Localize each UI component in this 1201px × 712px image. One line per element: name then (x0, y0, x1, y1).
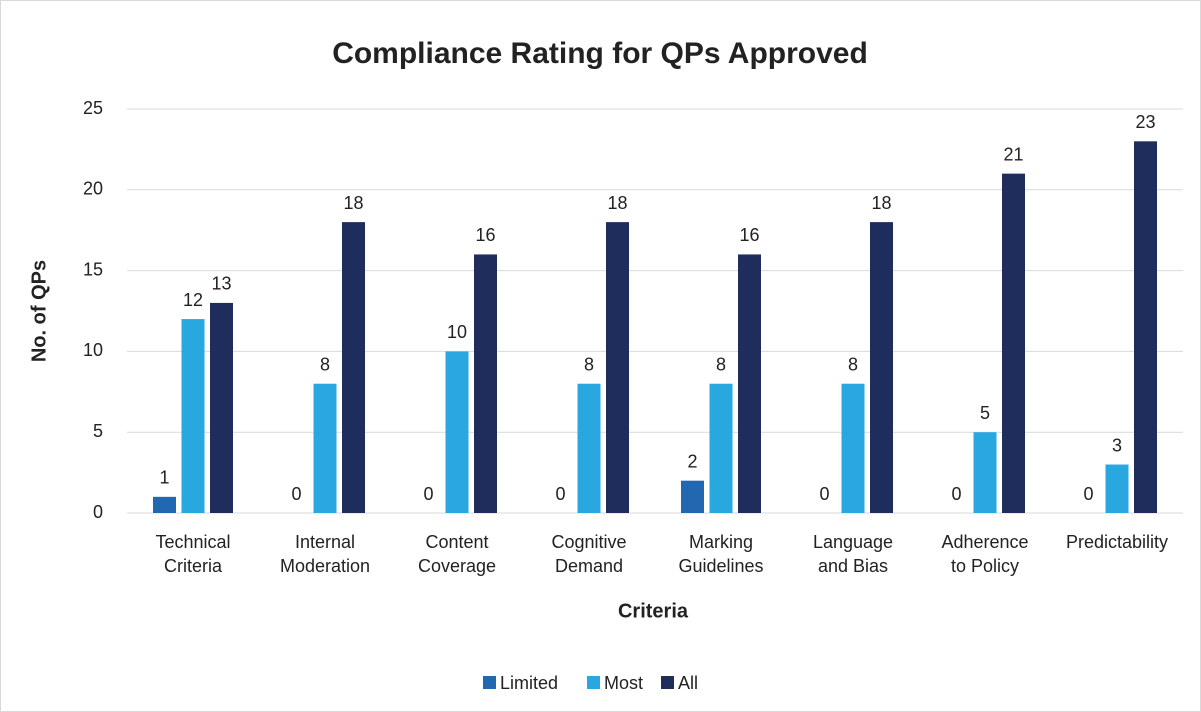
bar (709, 383, 733, 513)
legend-label: Most (604, 673, 643, 693)
bar (973, 432, 997, 513)
value-label: 18 (607, 193, 627, 213)
value-label: 0 (1083, 484, 1093, 504)
value-label: 23 (1135, 112, 1155, 132)
legend-swatch (661, 676, 674, 689)
bar (1002, 173, 1025, 513)
value-label: 13 (211, 274, 231, 294)
value-label: 0 (819, 484, 829, 504)
value-label: 16 (739, 225, 759, 245)
y-tick-label: 15 (83, 259, 103, 279)
value-label: 8 (716, 354, 726, 374)
value-label: 8 (848, 354, 858, 374)
value-label: 16 (475, 225, 495, 245)
value-label: 0 (423, 484, 433, 504)
bar (474, 254, 497, 513)
value-label: 0 (291, 484, 301, 504)
y-axis-title: No. of QPs (28, 260, 50, 362)
bar (210, 302, 233, 513)
value-label: 1 (159, 468, 169, 488)
value-label: 3 (1112, 435, 1122, 455)
value-label: 8 (320, 354, 330, 374)
value-label: 12 (183, 290, 203, 310)
y-tick-label: 0 (93, 502, 103, 522)
bar (313, 383, 337, 513)
y-tick-label: 10 (83, 340, 103, 360)
value-label: 8 (584, 354, 594, 374)
value-label: 18 (871, 193, 891, 213)
bar (841, 383, 865, 513)
value-label: 21 (1003, 144, 1023, 164)
bar (342, 222, 365, 513)
bar (606, 222, 629, 513)
bar (1134, 141, 1157, 513)
x-tick-label: Internal Moderation (279, 532, 371, 576)
y-tick-label: 20 (83, 179, 103, 199)
bar (1105, 464, 1129, 513)
x-tick-label: Marking Guidelines (678, 532, 764, 576)
bar (181, 319, 205, 513)
x-tick-label: Adherence to Policy (941, 532, 1029, 576)
value-label: 2 (687, 451, 697, 471)
bar (153, 496, 176, 513)
value-label: 0 (951, 484, 961, 504)
x-tick-label: Technical Criteria (155, 532, 231, 576)
y-tick-label: 25 (83, 98, 103, 118)
y-tick-label: 5 (93, 421, 103, 441)
x-tick-label: Language and Bias (812, 532, 894, 576)
value-label: 18 (343, 193, 363, 213)
legend-label: Limited (500, 673, 558, 693)
legend-swatch (587, 676, 600, 689)
legend-label: All (678, 673, 698, 693)
bar (681, 480, 704, 513)
value-label: 5 (980, 403, 990, 423)
bar (577, 383, 601, 513)
x-axis-title: Criteria (618, 600, 689, 622)
bar (870, 222, 893, 513)
x-tick-label: Predictability (1065, 532, 1169, 552)
chart-title: Compliance Rating for QPs Approved (332, 37, 868, 70)
x-tick-label: Cognitive Demand (551, 532, 627, 576)
legend-swatch (483, 676, 496, 689)
bar (738, 254, 761, 513)
value-label: 0 (555, 484, 565, 504)
value-label: 10 (447, 322, 467, 342)
x-tick-label: Content Coverage (417, 532, 497, 576)
bar (445, 351, 469, 513)
